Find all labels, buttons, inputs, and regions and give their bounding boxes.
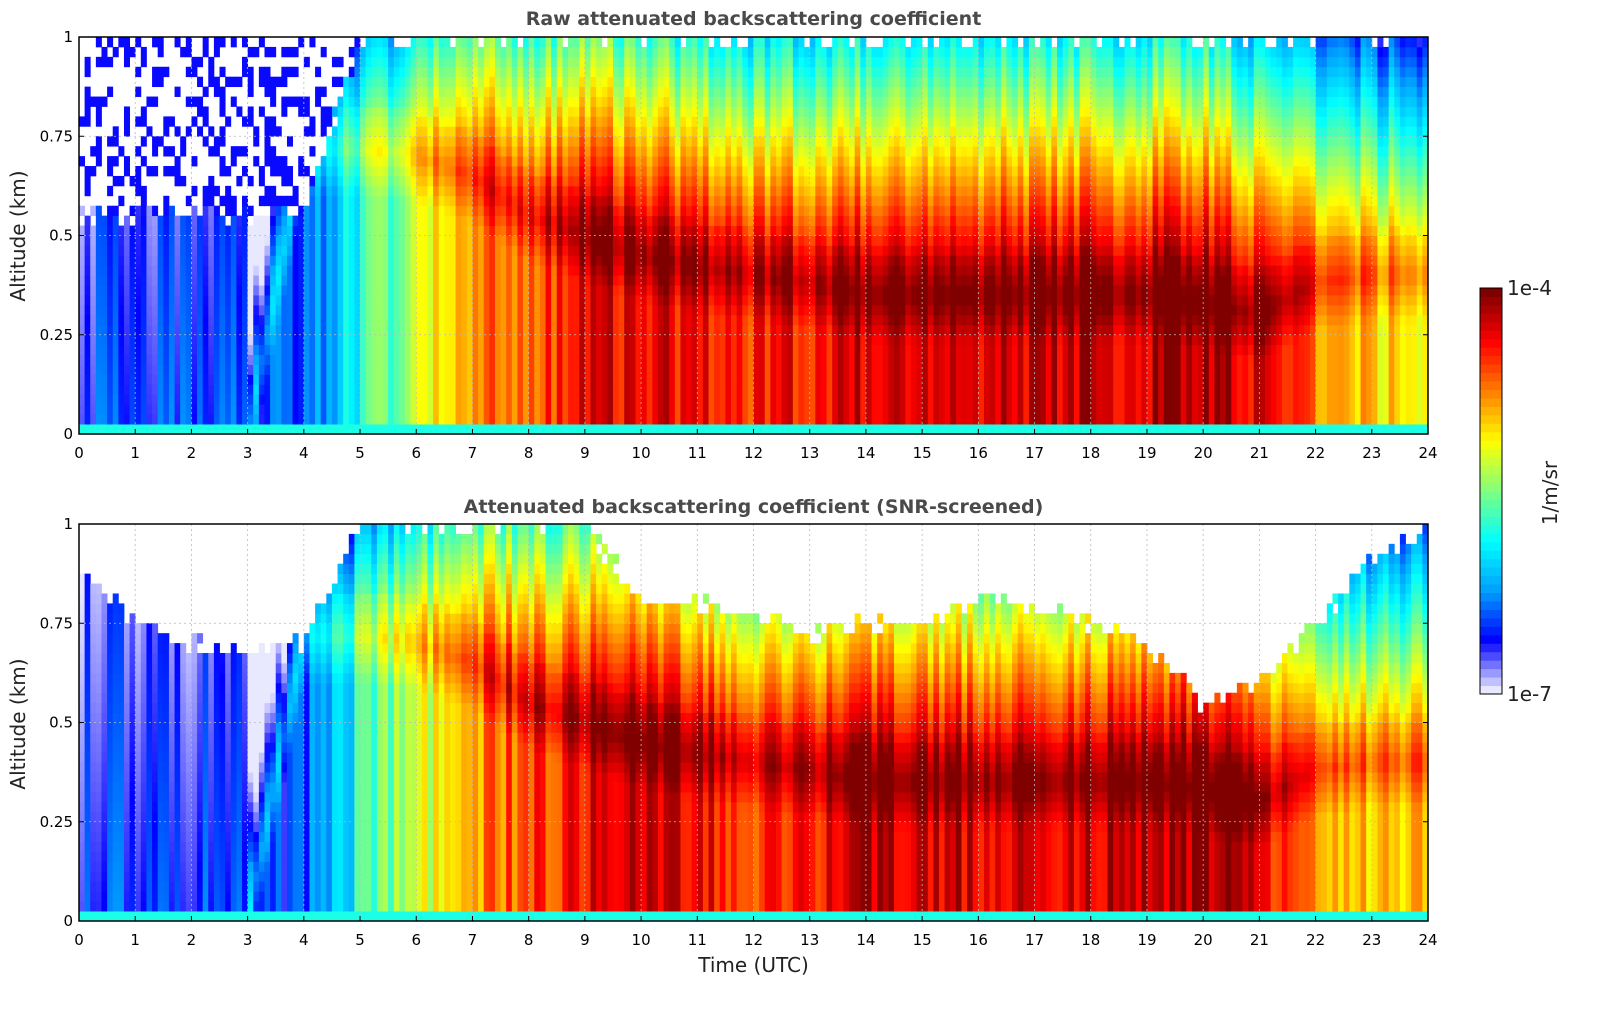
x-tick-label: 21 bbox=[1250, 444, 1269, 462]
x-tick-label: 3 bbox=[243, 444, 253, 462]
x-tick-label: 11 bbox=[688, 444, 707, 462]
x-tick-label: 22 bbox=[1306, 444, 1325, 462]
x-tick-label: 15 bbox=[913, 444, 932, 462]
x-tick-label: 0 bbox=[74, 444, 84, 462]
y-tick-label: 1 bbox=[63, 28, 73, 46]
x-tick-label: 13 bbox=[800, 444, 819, 462]
x-tick-label: 7 bbox=[468, 444, 478, 462]
x-tick-label: 8 bbox=[524, 444, 534, 462]
colorbar-max-label: 1e-4 bbox=[1507, 276, 1552, 300]
panel-2-x-axis-label: Time (UTC) bbox=[79, 953, 1428, 977]
x-tick-label: 16 bbox=[969, 444, 988, 462]
panel-2-title: Attenuated backscattering coefficient (S… bbox=[79, 496, 1428, 518]
x-tick-label: 5 bbox=[355, 444, 365, 462]
y-tick-label: 0.75 bbox=[40, 127, 73, 145]
x-tick-label: 19 bbox=[1137, 444, 1156, 462]
colorbar-unit-label: 1/m/sr bbox=[1538, 453, 1562, 533]
x-tick-label: 18 bbox=[1081, 444, 1100, 462]
y-tick-label: 0 bbox=[63, 425, 73, 443]
x-tick-label: 12 bbox=[744, 444, 763, 462]
panel-2-y-axis-label: Altitude (km) bbox=[6, 654, 30, 794]
y-tick-label: 0.5 bbox=[49, 227, 73, 245]
x-tick-label: 2 bbox=[187, 444, 197, 462]
x-tick-label: 6 bbox=[411, 444, 421, 462]
x-tick-label: 9 bbox=[580, 444, 590, 462]
x-tick-label: 17 bbox=[1025, 444, 1044, 462]
x-tick-label: 14 bbox=[856, 444, 875, 462]
y-tick-label: 0.25 bbox=[40, 326, 73, 344]
colorbar-min-label: 1e-7 bbox=[1507, 682, 1552, 706]
x-tick-label: 23 bbox=[1362, 444, 1381, 462]
x-tick-label: 10 bbox=[632, 444, 651, 462]
x-tick-label: 20 bbox=[1194, 444, 1213, 462]
x-tick-label: 24 bbox=[1418, 444, 1437, 462]
x-tick-label: 1 bbox=[130, 444, 140, 462]
x-tick-label: 4 bbox=[299, 444, 309, 462]
